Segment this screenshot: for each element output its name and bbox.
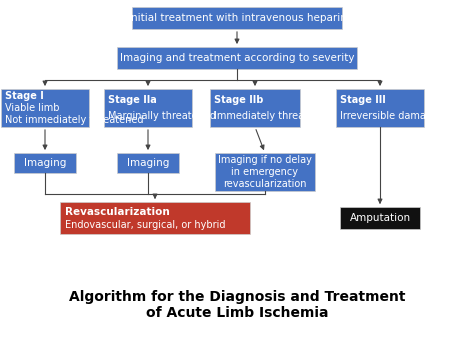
FancyBboxPatch shape: [336, 89, 424, 127]
Text: Irreversible damage: Irreversible damage: [340, 111, 438, 121]
Text: Immediately threatened: Immediately threatened: [214, 111, 332, 121]
Text: Initial treatment with intravenous heparin: Initial treatment with intravenous hepar…: [128, 13, 346, 23]
Text: Stage I: Stage I: [5, 92, 44, 102]
Text: Imaging: Imaging: [24, 158, 66, 168]
Text: Imaging: Imaging: [127, 158, 169, 168]
Text: Imaging if no delay
in emergency
revascularization: Imaging if no delay in emergency revascu…: [218, 155, 312, 189]
FancyBboxPatch shape: [117, 47, 357, 69]
FancyBboxPatch shape: [117, 153, 179, 173]
Text: Stage IIb: Stage IIb: [214, 95, 264, 105]
FancyBboxPatch shape: [14, 153, 76, 173]
FancyBboxPatch shape: [132, 7, 342, 29]
Text: Not immediately threatened: Not immediately threatened: [5, 115, 144, 125]
FancyBboxPatch shape: [1, 89, 89, 127]
Text: Amputation: Amputation: [349, 213, 410, 223]
Text: Imaging and treatment according to severity: Imaging and treatment according to sever…: [120, 53, 354, 63]
Text: Algorithm for the Diagnosis and Treatment
of Acute Limb Ischemia: Algorithm for the Diagnosis and Treatmen…: [69, 290, 405, 320]
Text: Stage IIa: Stage IIa: [108, 95, 157, 105]
Text: Endovascular, surgical, or hybrid: Endovascular, surgical, or hybrid: [65, 220, 226, 230]
FancyBboxPatch shape: [210, 89, 300, 127]
FancyBboxPatch shape: [104, 89, 192, 127]
Text: Revascularization: Revascularization: [65, 207, 170, 217]
FancyBboxPatch shape: [340, 207, 420, 229]
Text: Stage III: Stage III: [340, 95, 386, 105]
FancyBboxPatch shape: [60, 202, 250, 234]
Text: Viable limb: Viable limb: [5, 103, 60, 113]
Text: Marginally threatened: Marginally threatened: [108, 111, 216, 121]
FancyBboxPatch shape: [215, 153, 315, 191]
